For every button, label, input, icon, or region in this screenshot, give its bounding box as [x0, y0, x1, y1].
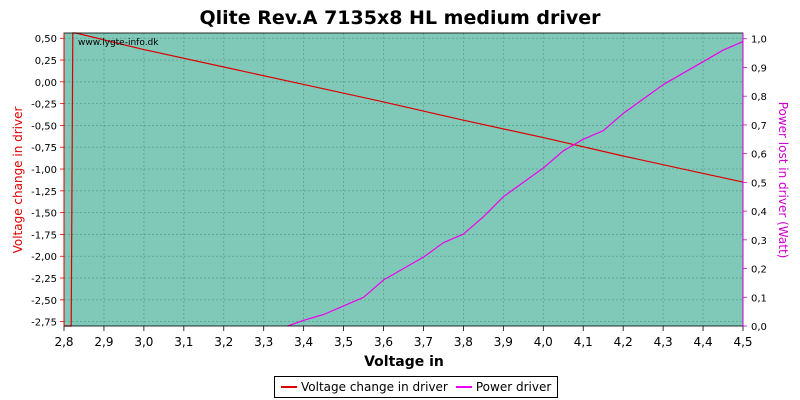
y-left-tick-label: -1,50 — [31, 209, 57, 220]
x-tick-label: 3,5 — [334, 335, 353, 349]
y-right-tick-label: 0,4 — [751, 207, 767, 218]
y-axis-left-label: Voltage change in driver — [11, 107, 25, 254]
x-tick-label: 4,5 — [733, 335, 752, 349]
y-left-tick-label: -1,00 — [31, 165, 57, 176]
legend-item-voltage: Voltage change in driver — [281, 380, 448, 394]
series-layer — [64, 32, 744, 327]
chart-title: Qlite Rev.A 7135x8 HL medium driver — [199, 7, 601, 29]
y-left-tick-label: -2,50 — [31, 296, 57, 307]
grid — [64, 33, 743, 326]
y-left-tick-label: 0,50 — [35, 34, 57, 45]
y-left-tick-label: -0,75 — [31, 143, 57, 154]
series-line-power — [287, 41, 744, 327]
x-tick-label: 4,0 — [534, 335, 553, 349]
y-left-tick-label: -0,50 — [31, 121, 57, 132]
y-right-tick-label: 0,9 — [751, 63, 767, 74]
x-tick-label: 3,2 — [214, 335, 233, 349]
y-left-tick-label: -2,00 — [31, 252, 57, 263]
x-tick-label: 3,6 — [374, 335, 393, 349]
x-tick-label: 3,4 — [294, 335, 313, 349]
legend-item-power: Power driver — [455, 380, 552, 394]
y-left-tick-label: -1,25 — [31, 187, 57, 198]
y-left-tick-label: -1,75 — [31, 230, 57, 241]
x-tick-label: 3,0 — [134, 335, 153, 349]
x-tick-label: 3,1 — [174, 335, 193, 349]
legend-swatch-voltage — [281, 386, 297, 388]
x-axis-label: Voltage in — [364, 354, 444, 370]
y-right-tick-label: 0,0 — [751, 322, 767, 333]
y-right-tick-label: 0,6 — [751, 150, 767, 161]
y-right-tick-label: 0,2 — [751, 265, 767, 276]
y-left-tick-label: 0,25 — [35, 56, 57, 67]
y-left-tick-label: 0,00 — [35, 78, 57, 89]
x-tick-label: 3,3 — [254, 335, 273, 349]
x-tick-label: 4,1 — [574, 335, 593, 349]
watermark: www.lygte-info.dk — [78, 38, 159, 48]
y-right-tick-label: 0,8 — [751, 92, 767, 103]
x-tick-label: 3,8 — [454, 335, 473, 349]
legend-swatch-power — [455, 386, 472, 388]
y-right-tick-label: 0,5 — [751, 178, 767, 189]
x-tick-label: 4,2 — [614, 335, 633, 349]
y-axis-right-label: Power lost in driver (Watt) — [776, 102, 790, 259]
y-right-tick-label: 0,3 — [751, 236, 767, 247]
y-left-tick-label: -2,25 — [31, 274, 57, 285]
y-left-tick-label: -0,25 — [31, 100, 57, 111]
x-tick-label: 3,7 — [414, 335, 433, 349]
y-right-tick-label: 0,1 — [751, 293, 767, 304]
axes: 2,8 2,9 3,0 3,1 3,2 3,3 3,4 3,5 3,6 3,7 3,8 3,9 4,0 4… — [31, 33, 767, 349]
legend-label-power: Power driver — [475, 380, 552, 394]
legend: Voltage change in driver Power driver — [274, 376, 559, 398]
y-right-tick-label: 0,7 — [751, 121, 767, 132]
x-tick-label: 4,4 — [694, 335, 713, 349]
y-right-tick-label: 1,0 — [751, 35, 767, 46]
x-tick-label: 3,9 — [494, 335, 513, 349]
x-tick-label: 4,3 — [654, 335, 673, 349]
series-line-voltage-change — [64, 32, 744, 327]
x-tick-label: 2,8 — [54, 335, 73, 349]
plot-area — [64, 33, 743, 326]
legend-label-voltage: Voltage change in driver — [301, 380, 448, 394]
y-left-tick-label: -2,75 — [31, 318, 57, 329]
x-tick-label: 2,9 — [94, 335, 113, 349]
